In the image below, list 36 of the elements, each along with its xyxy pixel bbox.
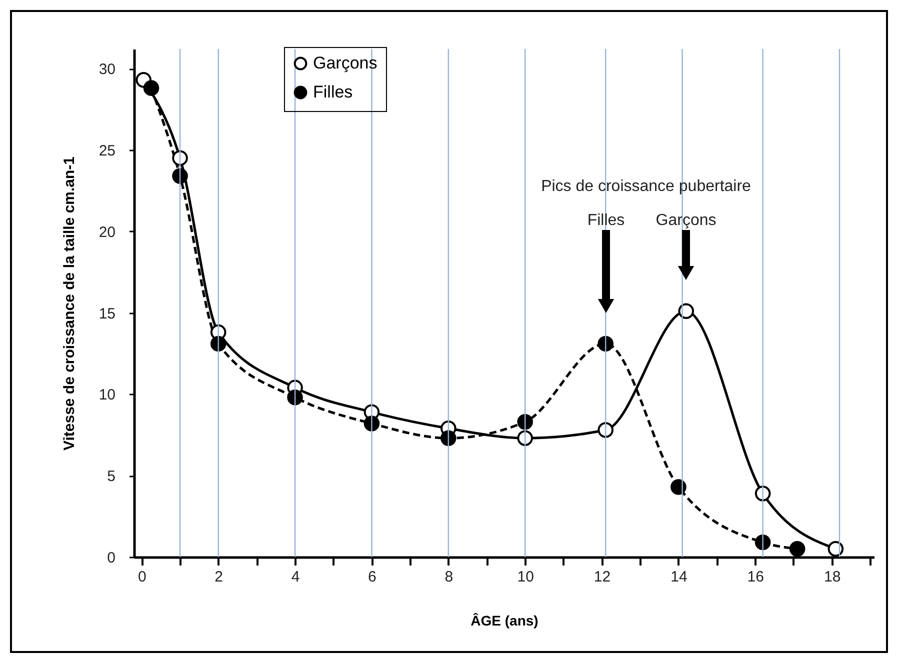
x-tick-label: 6 (368, 568, 376, 586)
point (440, 430, 456, 446)
x-tick-label: 12 (594, 568, 611, 586)
point (598, 336, 614, 352)
x-tick-label: 2 (214, 568, 224, 586)
y-tick-label: 0 (107, 550, 116, 566)
x-tick-label: 14 (670, 568, 688, 586)
annotation: Garçons (656, 212, 716, 229)
y-tick-label: 5 (107, 468, 116, 486)
x-tick-label: 10 (517, 568, 534, 586)
point (172, 168, 188, 184)
annotation: Pics de croissance pubertaire (541, 178, 752, 195)
point (143, 80, 160, 96)
point (598, 422, 614, 438)
x-axis-title: ÂGE (ans) (470, 612, 538, 628)
point (210, 336, 226, 352)
y-axis-title: Vitesse de croissance de la taille cm.an-1 (60, 156, 78, 451)
point (828, 540, 844, 557)
y-tick-label: 20 (98, 224, 116, 241)
y-tick-label: 15 (98, 305, 116, 322)
point (172, 150, 188, 166)
point (789, 540, 806, 557)
y-tick-label: 30 (98, 61, 116, 78)
point (287, 390, 303, 406)
x-tick-label: 0 (138, 568, 146, 586)
point (517, 430, 533, 446)
legend-label: Filles (313, 82, 353, 102)
point (517, 414, 533, 430)
x-tick-label: 8 (444, 568, 454, 586)
legend-label: Garçons (313, 54, 378, 72)
annotation: Filles (587, 212, 625, 229)
x-tick-label: 16 (747, 568, 764, 586)
y-tick-label: 25 (98, 142, 116, 160)
x-tick-label: 18 (824, 568, 841, 586)
x-tick-label: 4 (291, 568, 300, 586)
y-tick-label: 10 (98, 386, 116, 404)
